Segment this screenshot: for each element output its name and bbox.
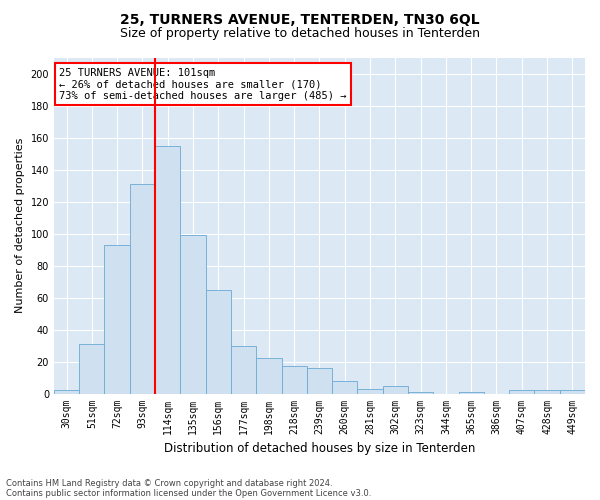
Bar [383,386,408,394]
Bar [458,392,484,394]
Bar [509,390,535,394]
Text: Contains HM Land Registry data © Crown copyright and database right 2024.: Contains HM Land Registry data © Crown c… [6,478,332,488]
Bar [206,290,231,394]
Bar [332,381,358,394]
Text: 25, TURNERS AVENUE, TENTERDEN, TN30 6QL: 25, TURNERS AVENUE, TENTERDEN, TN30 6QL [120,12,480,26]
Text: Size of property relative to detached houses in Tenterden: Size of property relative to detached ho… [120,28,480,40]
Bar [79,344,104,394]
Bar [130,184,155,394]
Bar [155,146,181,394]
Bar [54,390,79,394]
Bar [256,358,281,394]
Y-axis label: Number of detached properties: Number of detached properties [15,138,25,313]
Bar [408,392,433,394]
Bar [307,368,332,394]
Bar [358,389,383,394]
Text: Contains public sector information licensed under the Open Government Licence v3: Contains public sector information licen… [6,488,371,498]
Bar [560,390,585,394]
Bar [231,346,256,394]
Bar [181,235,206,394]
Bar [281,366,307,394]
Text: 25 TURNERS AVENUE: 101sqm
← 26% of detached houses are smaller (170)
73% of semi: 25 TURNERS AVENUE: 101sqm ← 26% of detac… [59,68,347,101]
Bar [535,390,560,394]
X-axis label: Distribution of detached houses by size in Tenterden: Distribution of detached houses by size … [164,442,475,455]
Bar [104,244,130,394]
